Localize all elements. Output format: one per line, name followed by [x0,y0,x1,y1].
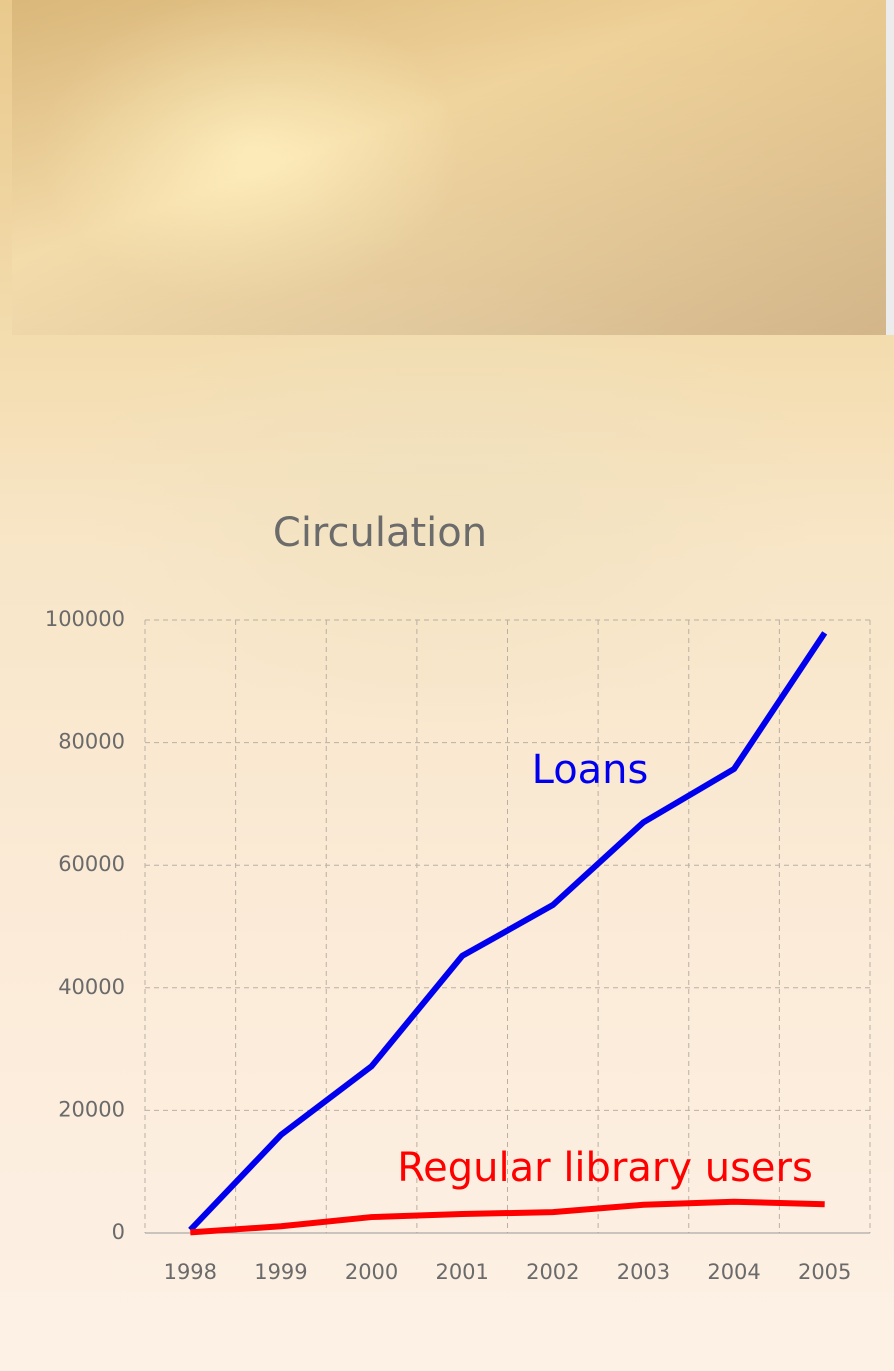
y-tick-label: 40000 [58,975,125,999]
page: Circulation 0 20000 40000 60000 80000 100000 1… [0,0,894,1371]
y-tick-label: 20000 [58,1097,125,1121]
y-tick-label: 100000 [45,607,125,631]
x-tick-label: 1998 [164,1260,217,1284]
x-tick-label: 1999 [254,1260,307,1284]
y-tick-label: 80000 [58,730,125,754]
x-tick-label: 2005 [798,1260,851,1284]
y-tick-label: 60000 [58,852,125,876]
x-tick-label: 2000 [345,1260,398,1284]
series-label: Regular library users [397,1145,813,1191]
y-tick-label: 0 [112,1220,125,1244]
series-label: Loans [532,747,649,793]
x-tick-label: 2001 [435,1260,488,1284]
x-tick-label: 2004 [707,1260,760,1284]
x-tick-label: 2003 [617,1260,670,1284]
x-tick-label: 2002 [526,1260,579,1284]
chart-title: Circulation [273,510,487,556]
chart: Circulation 0 20000 40000 60000 80000 100000 1… [0,0,894,1371]
